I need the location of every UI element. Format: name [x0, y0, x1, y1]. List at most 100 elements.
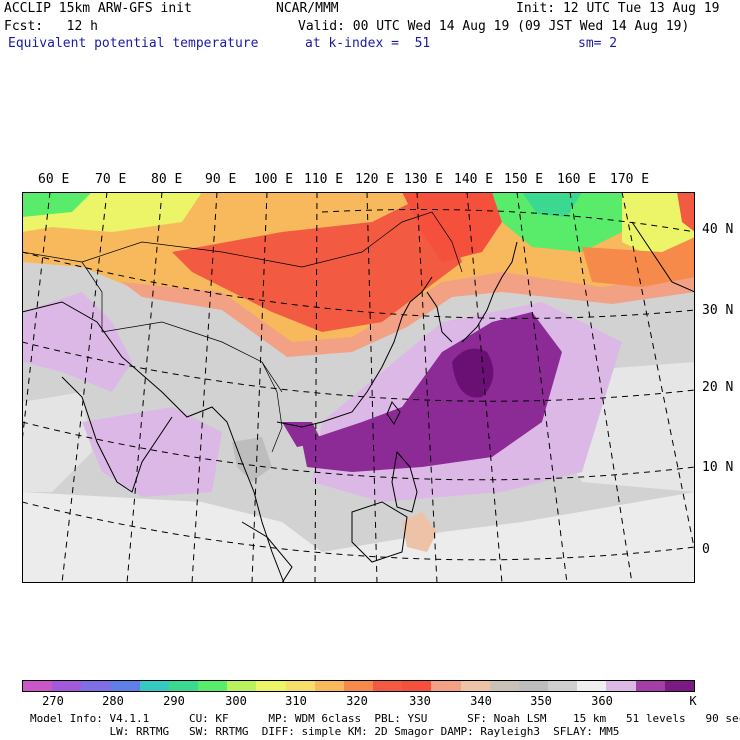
valid-time: Valid: 00 UTC Wed 14 Aug 19 (09 JST Wed … — [298, 19, 690, 34]
colorbar-segment — [110, 681, 140, 691]
purple-strip — [282, 422, 322, 447]
lon-label-110e: 110 E — [304, 172, 344, 187]
lon-label-170e: 170 E — [610, 172, 650, 187]
lat-line-30n — [22, 251, 695, 319]
theta-e-field — [22, 192, 695, 583]
init-time: Init: 12 UTC Tue 13 Aug 19 — [516, 1, 720, 16]
lon-label-100e: 100 E — [254, 172, 294, 187]
colorbar-segment — [489, 681, 519, 691]
border-indochina — [261, 361, 283, 453]
organization-label: NCAR/MMM — [276, 1, 339, 16]
coastline-borneo — [351, 501, 408, 563]
colorbar-segment — [664, 681, 694, 691]
forecast-hour: Fcst: 12 h — [4, 19, 98, 34]
colorbar-tick-label: 350 — [530, 694, 552, 708]
red-core-north — [172, 202, 462, 332]
country-borders — [22, 211, 463, 453]
colorbar-tick-label: 300 — [225, 694, 247, 708]
map-panel — [22, 192, 695, 583]
lat-line-10n — [22, 421, 695, 481]
lon-label-120e: 120 E — [355, 172, 395, 187]
colorbar-tick-label: 360 — [591, 694, 613, 708]
lat-label-30n: 30 N — [702, 303, 734, 318]
colorbar-tick-label: 340 — [470, 694, 492, 708]
colorbar-segment — [460, 681, 490, 691]
model-info-line2: LW: RRTMG SW: RRTMG DIFF: simple KM: 2D … — [30, 725, 620, 738]
field-name: Equivalent potential temperature — [8, 36, 259, 51]
level-index: at k-index = 51 — [305, 36, 431, 51]
colorbar — [22, 680, 695, 692]
border-central-asia — [22, 251, 103, 332]
model-info-line1: Model Info: V4.1.1 CU: KF MP: WDM 6class… — [30, 712, 740, 725]
colorbar-segment — [81, 681, 111, 691]
lat-label-40n: 40 N — [702, 222, 734, 237]
smoothing-label: sm= 2 — [578, 36, 618, 51]
tan-area-indochina — [232, 437, 272, 482]
colorbar-segment — [518, 681, 549, 691]
lon-label-140e: 140 E — [454, 172, 494, 187]
lavender-west — [22, 292, 132, 392]
tropical-light-area — [22, 492, 695, 583]
colorbar-tick-label: 320 — [346, 694, 368, 708]
tan-area-borneo — [402, 512, 437, 552]
colorbar-segment — [373, 681, 403, 691]
colorbar-segment — [52, 681, 82, 691]
map-frame — [22, 192, 695, 583]
colorbar-segment — [256, 681, 286, 691]
lat-line-0 — [22, 501, 695, 561]
coastline-asia — [22, 301, 285, 583]
coastline-kamchatka — [631, 221, 695, 293]
coastline-korea — [426, 291, 453, 343]
teal-northeast — [522, 192, 582, 217]
peach-fringe — [122, 272, 695, 357]
colorbar-segment — [577, 681, 607, 691]
border-tibet — [101, 321, 283, 393]
colorbar-segment — [548, 681, 578, 691]
lon-label-160e: 160 E — [557, 172, 597, 187]
green-northwest — [22, 192, 92, 217]
colorbar-segment — [285, 681, 315, 691]
lon-label-90e: 90 E — [205, 172, 237, 187]
lon-label-80e: 80 E — [151, 172, 183, 187]
coastline-sumatra — [241, 521, 293, 583]
colorbar-segment — [402, 681, 432, 691]
colorbar-segment — [343, 681, 374, 691]
lon-label-60e: 60 E — [38, 172, 70, 187]
coastline-india — [61, 376, 173, 493]
colorbar-tick-label: 330 — [409, 694, 431, 708]
colorbar-tick-label: 280 — [102, 694, 124, 708]
colorbar-segment — [227, 681, 257, 691]
colorbar-segment — [431, 681, 461, 691]
colorbar-segment — [139, 681, 169, 691]
colorbar-segment — [23, 681, 53, 691]
indian-ocean-light — [22, 392, 92, 492]
lon-label-130e: 130 E — [404, 172, 444, 187]
lon-line-60e — [22, 192, 51, 443]
colorbar-segment — [168, 681, 199, 691]
lavender-india-bay — [82, 407, 222, 497]
coastlines — [22, 221, 695, 583]
lat-line-20n — [22, 341, 695, 402]
lat-label-0: 0 — [702, 542, 710, 557]
graticule — [22, 192, 695, 583]
red-far-northeast — [677, 192, 695, 232]
green-northeast — [492, 192, 632, 252]
lat-label-20n: 20 N — [702, 380, 734, 395]
border-china-north — [81, 211, 463, 273]
colorbar-segment — [198, 681, 228, 691]
lon-label-70e: 70 E — [95, 172, 127, 187]
lon-label-150e: 150 E — [504, 172, 544, 187]
coastline-philippines — [391, 450, 418, 513]
yellow-northeast — [622, 192, 695, 262]
model-title: ACCLIP 15km ARW-GFS init — [4, 1, 192, 16]
colorbar-tick-label: 270 — [42, 694, 64, 708]
colorbar-segment — [606, 681, 636, 691]
colorbar-tick-label: K — [689, 694, 697, 708]
typhoon-core — [452, 348, 494, 398]
colorbar-segment — [314, 681, 344, 691]
coastline-taiwan — [386, 401, 401, 425]
lat-label-10n: 10 N — [702, 460, 734, 475]
colorbar-tick-label: 290 — [163, 694, 185, 708]
purple-scs-pacific — [302, 312, 562, 472]
colorbar-segment — [635, 681, 665, 691]
